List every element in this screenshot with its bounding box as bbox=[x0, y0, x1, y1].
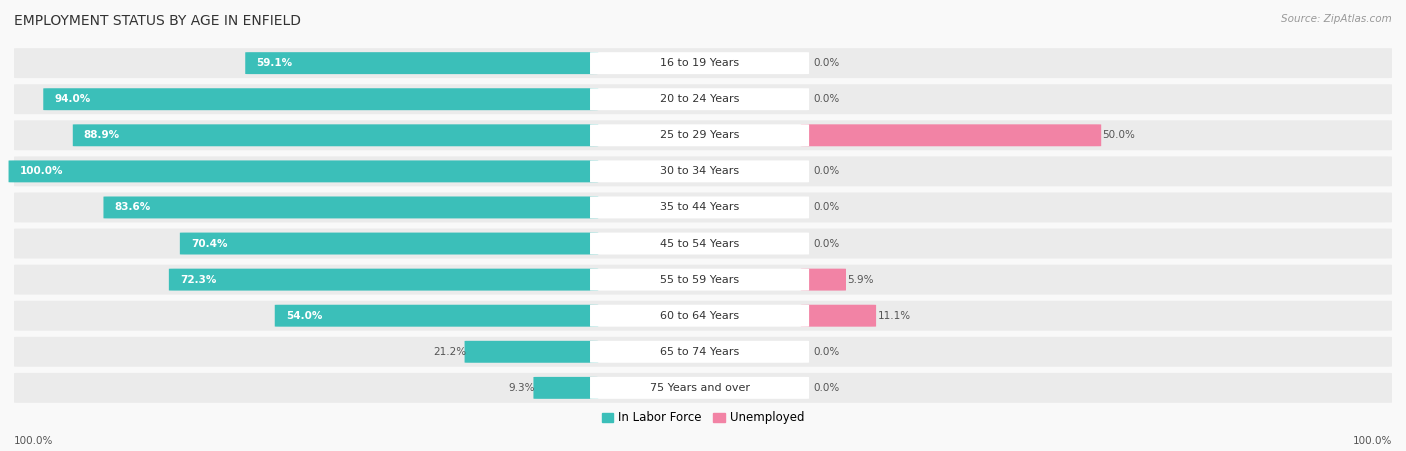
Text: 54.0%: 54.0% bbox=[285, 311, 322, 321]
FancyBboxPatch shape bbox=[14, 120, 1392, 150]
FancyBboxPatch shape bbox=[274, 305, 599, 327]
FancyBboxPatch shape bbox=[14, 301, 1392, 331]
Text: 88.9%: 88.9% bbox=[84, 130, 120, 140]
Text: 35 to 44 Years: 35 to 44 Years bbox=[659, 202, 740, 212]
Text: 25 to 29 Years: 25 to 29 Years bbox=[659, 130, 740, 140]
Text: 60 to 64 Years: 60 to 64 Years bbox=[659, 311, 740, 321]
Text: 5.9%: 5.9% bbox=[848, 275, 875, 285]
FancyBboxPatch shape bbox=[104, 197, 599, 218]
FancyBboxPatch shape bbox=[14, 156, 1392, 186]
Text: 94.0%: 94.0% bbox=[55, 94, 90, 104]
FancyBboxPatch shape bbox=[245, 52, 599, 74]
FancyBboxPatch shape bbox=[8, 161, 599, 182]
FancyBboxPatch shape bbox=[801, 269, 846, 290]
Text: 9.3%: 9.3% bbox=[509, 383, 534, 393]
Text: 30 to 34 Years: 30 to 34 Years bbox=[659, 166, 740, 176]
Text: 83.6%: 83.6% bbox=[114, 202, 150, 212]
Text: 0.0%: 0.0% bbox=[813, 94, 839, 104]
Text: 59.1%: 59.1% bbox=[256, 58, 292, 68]
Text: 0.0%: 0.0% bbox=[813, 239, 839, 249]
FancyBboxPatch shape bbox=[14, 193, 1392, 222]
FancyBboxPatch shape bbox=[14, 229, 1392, 258]
Text: 0.0%: 0.0% bbox=[813, 58, 839, 68]
FancyBboxPatch shape bbox=[591, 52, 808, 74]
FancyBboxPatch shape bbox=[591, 377, 808, 399]
FancyBboxPatch shape bbox=[591, 233, 808, 254]
FancyBboxPatch shape bbox=[591, 124, 808, 146]
Text: 21.2%: 21.2% bbox=[433, 347, 465, 357]
Legend: In Labor Force, Unemployed: In Labor Force, Unemployed bbox=[598, 406, 808, 429]
Text: 100.0%: 100.0% bbox=[20, 166, 63, 176]
Text: 0.0%: 0.0% bbox=[813, 347, 839, 357]
FancyBboxPatch shape bbox=[533, 377, 599, 399]
Text: 16 to 19 Years: 16 to 19 Years bbox=[659, 58, 740, 68]
FancyBboxPatch shape bbox=[464, 341, 599, 363]
Text: 20 to 24 Years: 20 to 24 Years bbox=[659, 94, 740, 104]
FancyBboxPatch shape bbox=[591, 305, 808, 327]
Text: 45 to 54 Years: 45 to 54 Years bbox=[659, 239, 740, 249]
Text: 75 Years and over: 75 Years and over bbox=[650, 383, 749, 393]
FancyBboxPatch shape bbox=[591, 269, 808, 290]
Text: 65 to 74 Years: 65 to 74 Years bbox=[659, 347, 740, 357]
FancyBboxPatch shape bbox=[801, 305, 876, 327]
FancyBboxPatch shape bbox=[14, 265, 1392, 295]
Text: 0.0%: 0.0% bbox=[813, 166, 839, 176]
Text: EMPLOYMENT STATUS BY AGE IN ENFIELD: EMPLOYMENT STATUS BY AGE IN ENFIELD bbox=[14, 14, 301, 28]
Text: 70.4%: 70.4% bbox=[191, 239, 228, 249]
Text: 0.0%: 0.0% bbox=[813, 202, 839, 212]
Text: 11.1%: 11.1% bbox=[877, 311, 911, 321]
FancyBboxPatch shape bbox=[14, 48, 1392, 78]
FancyBboxPatch shape bbox=[14, 84, 1392, 114]
FancyBboxPatch shape bbox=[591, 341, 808, 363]
FancyBboxPatch shape bbox=[801, 124, 1101, 146]
FancyBboxPatch shape bbox=[591, 197, 808, 218]
Text: 100.0%: 100.0% bbox=[1353, 437, 1392, 446]
Text: Source: ZipAtlas.com: Source: ZipAtlas.com bbox=[1281, 14, 1392, 23]
Text: 50.0%: 50.0% bbox=[1102, 130, 1136, 140]
FancyBboxPatch shape bbox=[180, 233, 599, 254]
Text: 0.0%: 0.0% bbox=[813, 383, 839, 393]
FancyBboxPatch shape bbox=[14, 337, 1392, 367]
FancyBboxPatch shape bbox=[591, 161, 808, 182]
Text: 72.3%: 72.3% bbox=[180, 275, 217, 285]
FancyBboxPatch shape bbox=[169, 269, 599, 290]
FancyBboxPatch shape bbox=[591, 88, 808, 110]
FancyBboxPatch shape bbox=[44, 88, 599, 110]
FancyBboxPatch shape bbox=[14, 373, 1392, 403]
Text: 55 to 59 Years: 55 to 59 Years bbox=[659, 275, 740, 285]
FancyBboxPatch shape bbox=[73, 124, 599, 146]
Text: 100.0%: 100.0% bbox=[14, 437, 53, 446]
